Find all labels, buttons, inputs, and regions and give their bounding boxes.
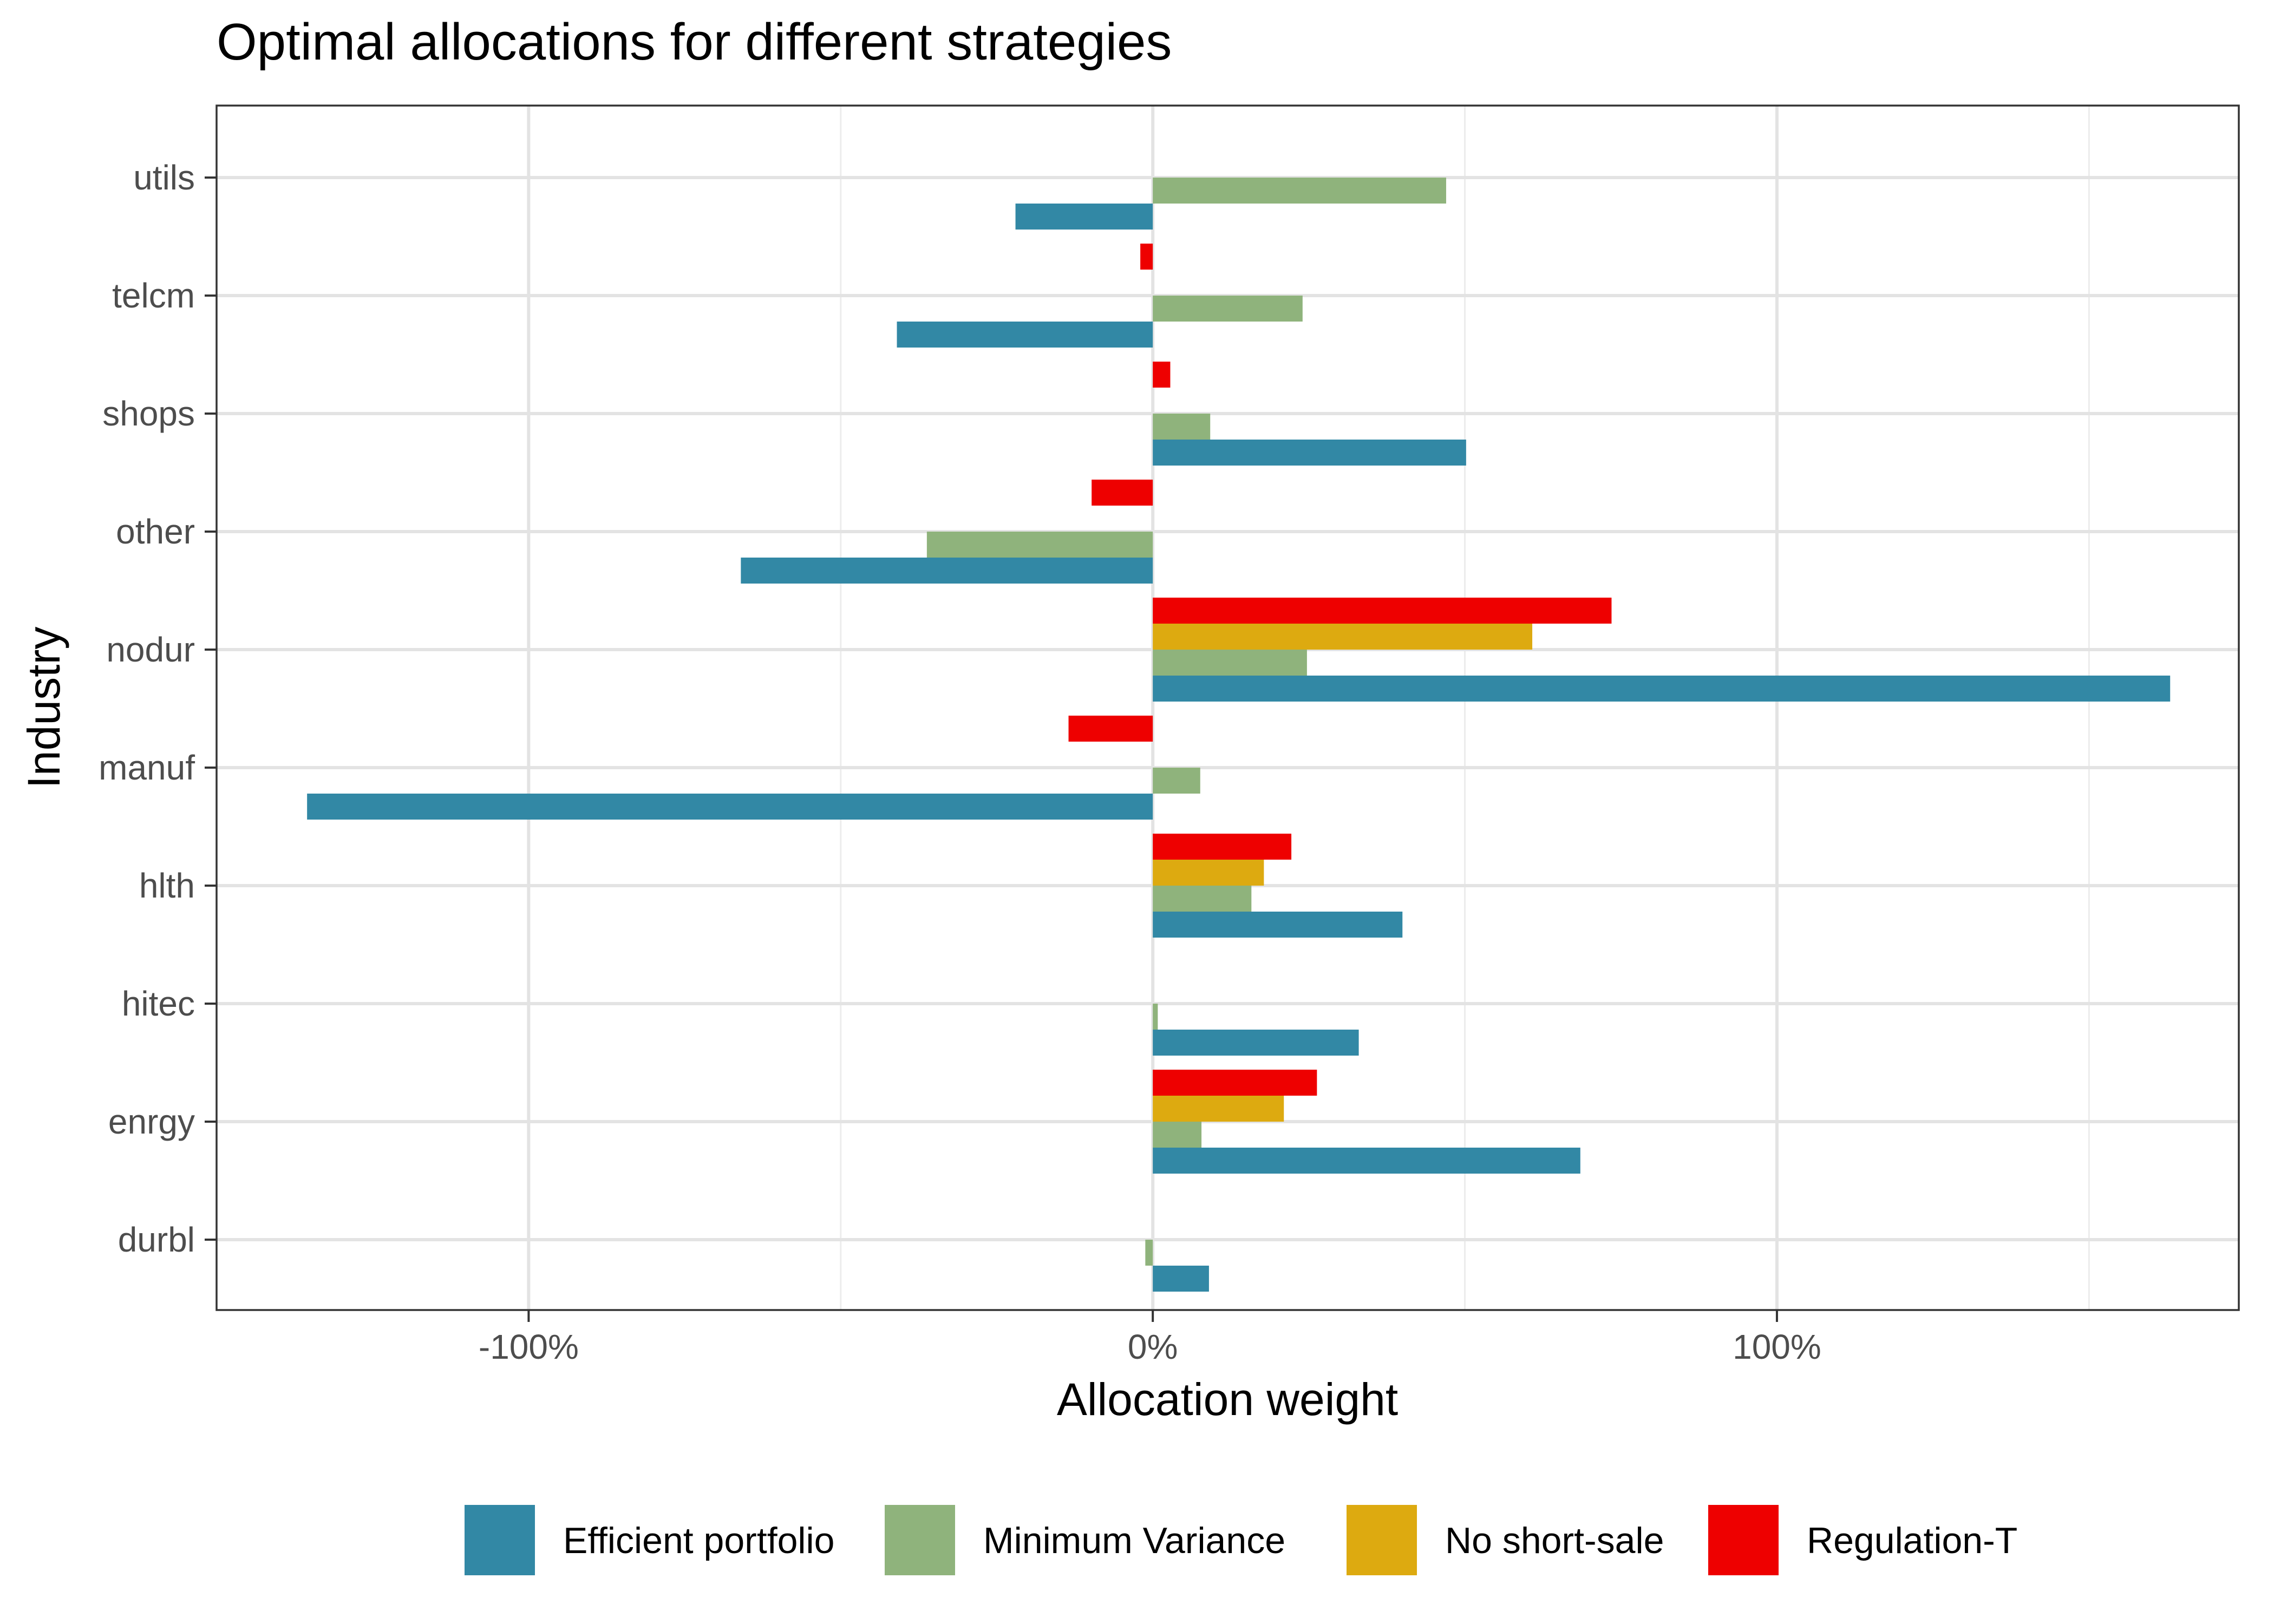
y-tick-label-hlth: hlth [139, 866, 195, 905]
bar-shops-regulation-t [1153, 362, 1171, 388]
bar-enrgy-no-short-sale [1153, 1096, 1284, 1122]
legend-label-regulation-t: Regulation-T [1807, 1520, 2017, 1561]
bar-hlth-no-short-sale [1153, 860, 1264, 886]
legend-key-no-short-sale [1347, 1505, 1417, 1575]
bar-enrgy-efficient-portfolio [1153, 1148, 1580, 1174]
y-tick-label-manuf: manuf [99, 748, 195, 787]
legend-label-efficient-portfolio: Efficient portfolio [563, 1520, 834, 1561]
bar-manuf-efficient-portfolio [307, 794, 1153, 820]
legend-key-efficient-portfolio [465, 1505, 535, 1575]
y-tick-label-shops: shops [102, 394, 195, 433]
bar-shops-minimum-variance [1153, 414, 1211, 440]
x-tick-label-0: -100% [479, 1327, 579, 1366]
bar-telcm-efficient-portfolio [897, 322, 1153, 348]
bar-enrgy-minimum-variance [1153, 1122, 1202, 1148]
bar-manuf-regulation-t [1068, 716, 1153, 742]
y-axis-title: Industry [18, 627, 69, 789]
grid-minor [840, 106, 2090, 1310]
legend-label-minimum-variance: Minimum Variance [983, 1520, 1285, 1561]
bar-durbl-efficient-portfolio [1153, 1266, 1209, 1292]
bar-hitec-minimum-variance [1153, 1004, 1158, 1030]
bar-durbl-minimum-variance [1145, 1240, 1153, 1266]
y-tick-label-durbl: durbl [118, 1220, 195, 1259]
bar-hlth-efficient-portfolio [1153, 912, 1403, 938]
bar-utils-minimum-variance [1153, 178, 1446, 204]
plot-border [215, 104, 2240, 1311]
bar-other-minimum-variance [926, 532, 1153, 558]
bar-hlth-minimum-variance [1153, 886, 1252, 912]
y-tick-label-telcm: telcm [112, 276, 195, 315]
bar-nodur-regulation-t [1153, 598, 1612, 624]
x-axis-title: Allocation weight [1057, 1374, 1398, 1425]
bar-other-efficient-portfolio [741, 558, 1153, 584]
legend-label-no-short-sale: No short-sale [1445, 1520, 1664, 1561]
y-tick-label-other: other [116, 512, 195, 551]
y-tick-label-utils: utils [133, 158, 195, 197]
bar-nodur-minimum-variance [1153, 650, 1307, 676]
bar-hitec-efficient-portfolio [1153, 1030, 1359, 1056]
y-tick-label-nodur: nodur [106, 630, 195, 669]
y-tick-label-hitec: hitec [122, 984, 195, 1023]
bar-telcm-regulation-t [1140, 244, 1153, 270]
chart-title: Optimal allocations for different strate… [217, 13, 1172, 71]
bar-other-regulation-t [1092, 480, 1153, 506]
bar-utils-efficient-portfolio [1015, 204, 1153, 230]
bar-nodur-efficient-portfolio [1153, 676, 2171, 702]
bar-telcm-minimum-variance [1153, 296, 1303, 322]
y-axis: durbl enrgy hitec hlth manuf nodur other shops t… [99, 158, 217, 1259]
legend-key-minimum-variance [885, 1505, 955, 1575]
legend-key-regulation-t [1708, 1505, 1779, 1575]
plot-panel [217, 106, 2239, 1310]
bar-hlth-regulation-t [1153, 834, 1292, 860]
bar-manuf-minimum-variance [1153, 768, 1200, 794]
bars [307, 178, 2171, 1292]
x-axis: -100% 0% 100% [479, 1310, 1821, 1366]
bar-enrgy-regulation-t [1153, 1070, 1317, 1096]
bar-shops-efficient-portfolio [1153, 440, 1466, 466]
legend: Efficient portfolio Minimum Variance No sh… [465, 1505, 2017, 1575]
y-tick-label-enrgy: enrgy [108, 1102, 195, 1141]
x-tick-label-2: 100% [1733, 1327, 1821, 1366]
bar-nodur-no-short-sale [1153, 624, 1533, 650]
x-tick-label-1: 0% [1128, 1327, 1178, 1366]
